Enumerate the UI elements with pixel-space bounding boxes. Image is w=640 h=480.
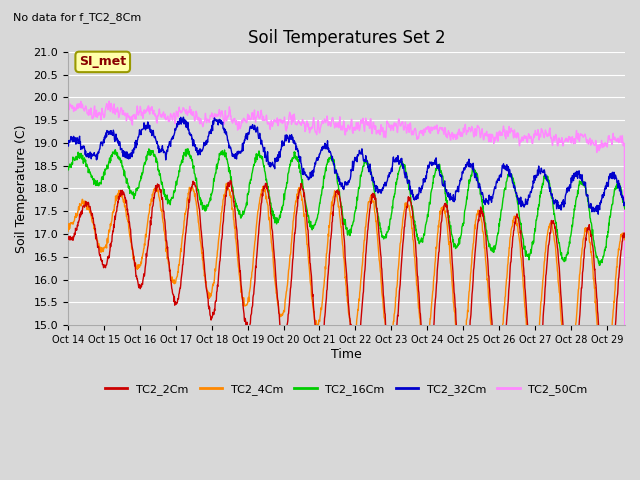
- TC2_2Cm: [225, 184, 232, 190]
- TC2_4Cm: [276, 311, 284, 316]
- TC2_4Cm: [64, 228, 72, 234]
- TC2_4Cm: [225, 187, 233, 192]
- TC2_4Cm: [486, 305, 493, 311]
- TC2_4Cm: [621, 237, 628, 242]
- TC2_16Cm: [225, 165, 233, 170]
- TC2_16Cm: [164, 196, 172, 202]
- TC2_50Cm: [225, 108, 233, 113]
- TC2_32Cm: [595, 211, 602, 217]
- TC2_32Cm: [179, 114, 187, 120]
- TC2_50Cm: [621, 432, 628, 437]
- TC2_16Cm: [276, 213, 284, 218]
- TC2_2Cm: [605, 400, 612, 406]
- TC2_2Cm: [64, 235, 72, 240]
- Legend: TC2_2Cm, TC2_4Cm, TC2_16Cm, TC2_32Cm, TC2_50Cm: TC2_2Cm, TC2_4Cm, TC2_16Cm, TC2_32Cm, TC…: [100, 380, 592, 400]
- TC2_16Cm: [595, 263, 603, 268]
- Text: SI_met: SI_met: [79, 55, 126, 69]
- TC2_16Cm: [64, 164, 72, 169]
- Line: TC2_16Cm: TC2_16Cm: [68, 149, 625, 265]
- TC2_2Cm: [164, 253, 172, 259]
- Line: TC2_50Cm: TC2_50Cm: [68, 100, 625, 434]
- TC2_32Cm: [164, 144, 172, 149]
- TC2_32Cm: [225, 145, 233, 151]
- TC2_32Cm: [548, 192, 556, 198]
- TC2_4Cm: [548, 219, 556, 225]
- TC2_2Cm: [175, 296, 182, 302]
- TC2_32Cm: [276, 152, 284, 157]
- TC2_16Cm: [184, 146, 192, 152]
- TC2_4Cm: [175, 263, 182, 269]
- Text: No data for f_TC2_8Cm: No data for f_TC2_8Cm: [13, 12, 141, 23]
- TC2_32Cm: [486, 196, 493, 202]
- TC2_2Cm: [621, 234, 628, 240]
- TC2_16Cm: [621, 206, 628, 212]
- TC2_50Cm: [276, 118, 284, 123]
- TC2_2Cm: [548, 217, 556, 223]
- TC2_16Cm: [486, 241, 493, 247]
- TC2_50Cm: [548, 135, 556, 141]
- TC2_4Cm: [164, 255, 172, 261]
- X-axis label: Time: Time: [331, 348, 362, 360]
- TC2_2Cm: [276, 318, 284, 324]
- TC2_50Cm: [175, 108, 182, 114]
- TC2_16Cm: [548, 195, 556, 201]
- Line: TC2_4Cm: TC2_4Cm: [68, 183, 625, 381]
- TC2_50Cm: [65, 97, 72, 103]
- TC2_50Cm: [164, 119, 172, 124]
- Line: TC2_2Cm: TC2_2Cm: [68, 180, 625, 403]
- TC2_32Cm: [621, 201, 628, 207]
- TC2_2Cm: [486, 287, 493, 292]
- TC2_2Cm: [227, 178, 234, 183]
- Line: TC2_32Cm: TC2_32Cm: [68, 117, 625, 214]
- Y-axis label: Soil Temperature (C): Soil Temperature (C): [15, 124, 28, 252]
- TC2_50Cm: [64, 397, 72, 403]
- TC2_50Cm: [486, 132, 493, 138]
- TC2_4Cm: [600, 378, 608, 384]
- TC2_32Cm: [64, 143, 72, 149]
- TC2_16Cm: [175, 174, 182, 180]
- Title: Soil Temperatures Set 2: Soil Temperatures Set 2: [248, 29, 445, 48]
- TC2_4Cm: [223, 180, 230, 186]
- TC2_32Cm: [175, 119, 182, 125]
